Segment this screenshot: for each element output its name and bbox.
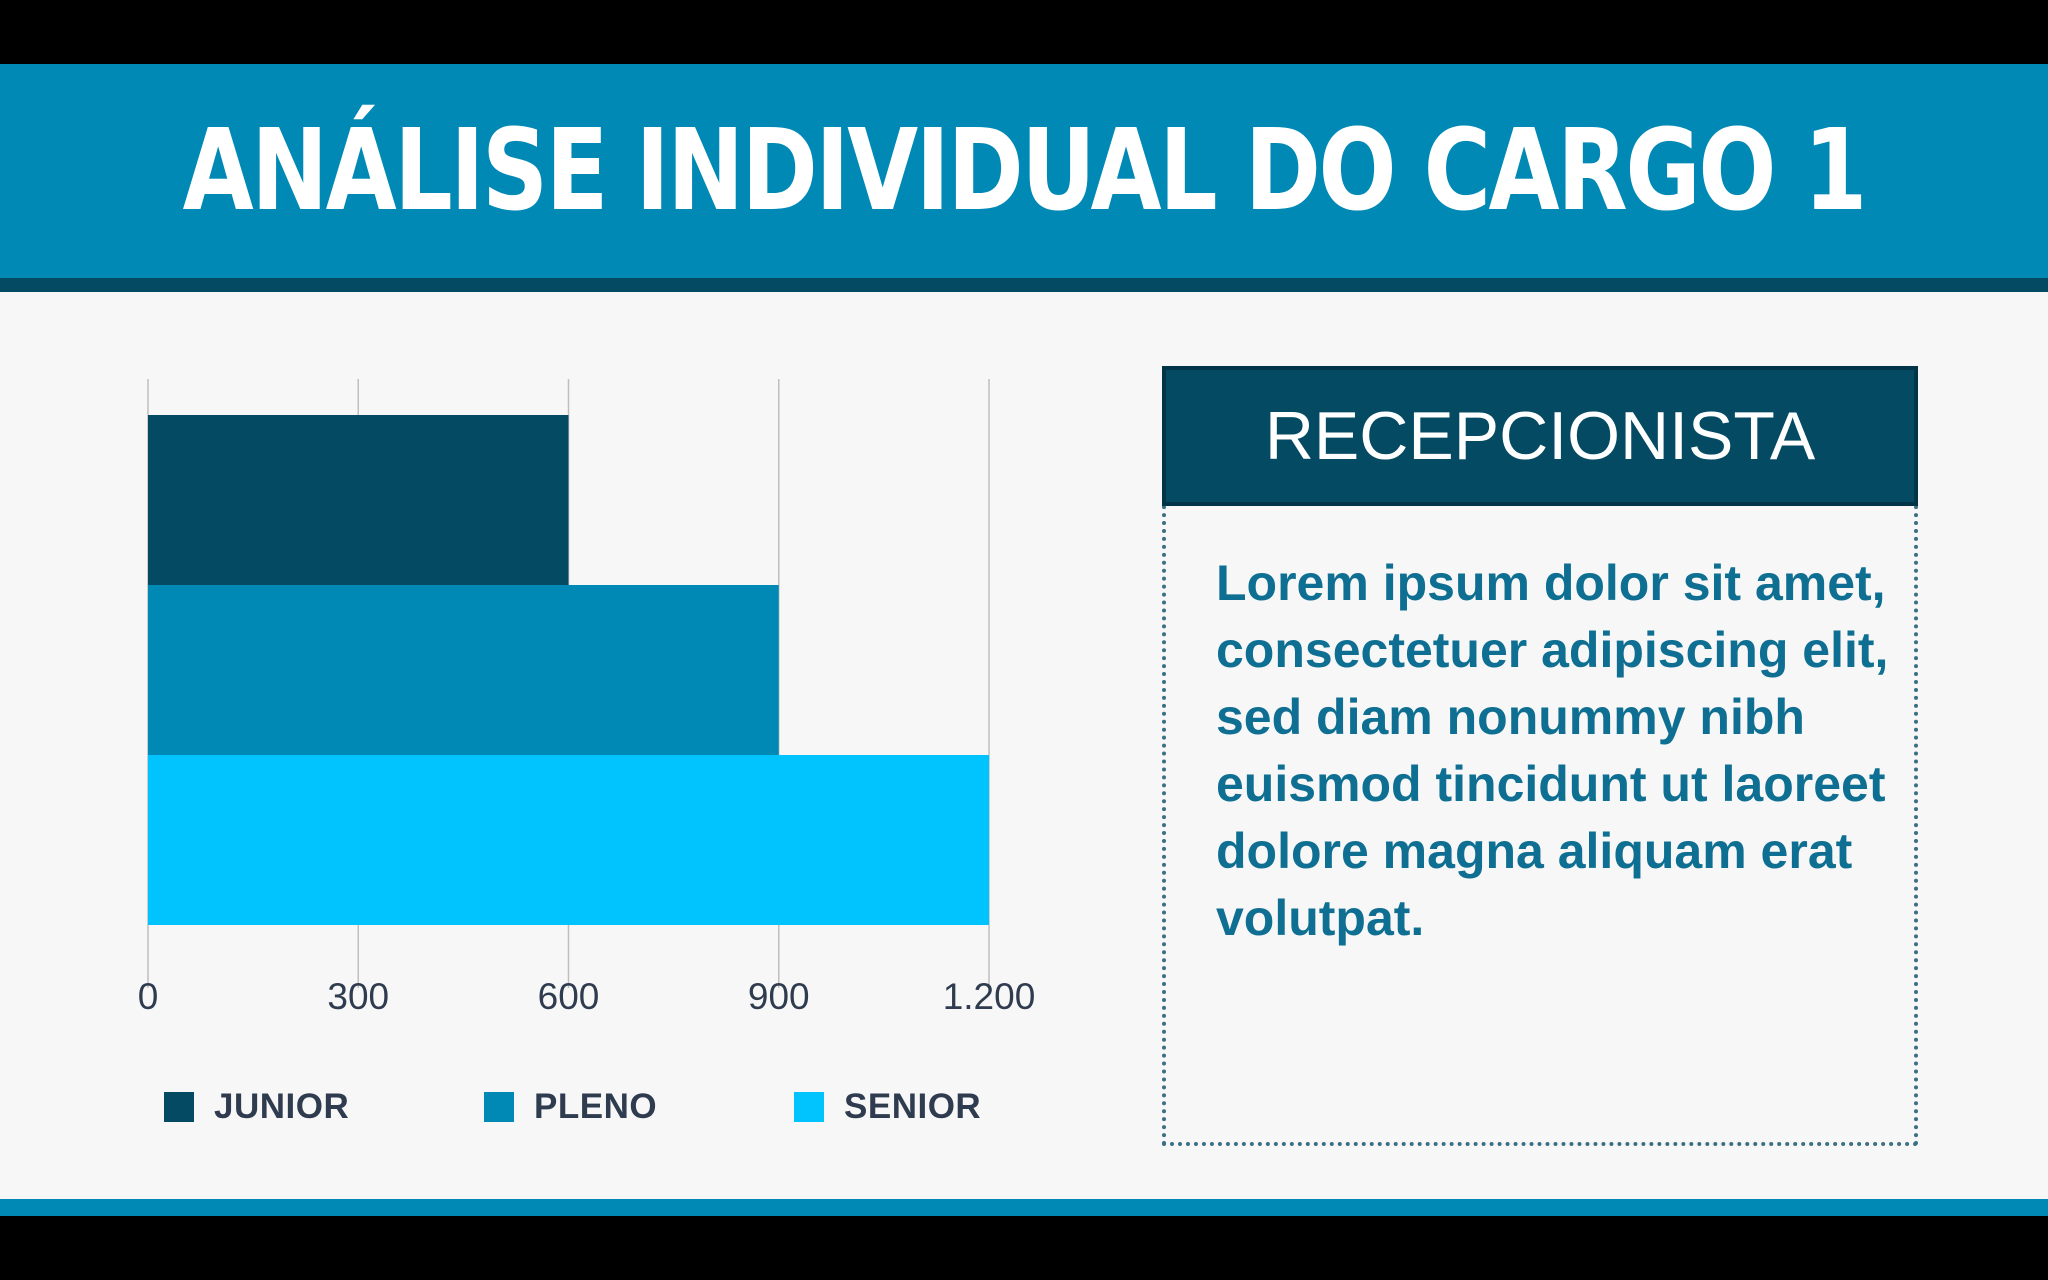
role-panel: RECEPCIONISTA Lorem ipsum dolor sit amet… — [1162, 366, 1918, 1146]
header-banner: ANÁLISE INDIVIDUAL DO CARGO 1 — [0, 64, 2048, 292]
legend-swatch — [484, 1092, 514, 1122]
footer-bar — [0, 1199, 2048, 1216]
legend-label: JUNIOR — [214, 1087, 350, 1126]
x-tick-label-1: 300 — [327, 976, 389, 1017]
legend-swatch — [164, 1092, 194, 1122]
x-tick-label-0: 0 — [138, 976, 159, 1017]
chart-legend: JUNIOR PLENO SENIOR — [164, 1087, 1064, 1126]
legend-item-pleno: PLENO — [484, 1087, 658, 1126]
slide: ANÁLISE INDIVIDUAL DO CARGO 1 0 300 600 900… — [0, 64, 2048, 1216]
legend-swatch — [794, 1092, 824, 1122]
x-tick-label-2: 600 — [538, 976, 600, 1017]
panel-title: RECEPCIONISTA — [1264, 398, 1816, 474]
legend-label: SENIOR — [844, 1087, 982, 1126]
bar-senior — [148, 755, 989, 925]
x-tick-label-4: 1.200 — [943, 976, 1036, 1017]
panel-description: Lorem ipsum dolor sit amet, consectetuer… — [1216, 555, 1889, 946]
bar-junior — [148, 415, 569, 585]
panel-header: RECEPCIONISTA — [1162, 366, 1918, 506]
chart-x-ticks: 0 300 600 900 1.200 — [138, 976, 1036, 1017]
chart-bars — [148, 415, 989, 925]
legend-item-senior: SENIOR — [794, 1087, 982, 1126]
x-tick-label-3: 900 — [748, 976, 810, 1017]
page-title: ANÁLISE INDIVIDUAL DO CARGO 1 — [182, 106, 1868, 236]
legend-item-junior: JUNIOR — [164, 1087, 350, 1126]
bar-pleno — [148, 585, 779, 755]
bar-chart: 0 300 600 900 1.200 — [138, 379, 1036, 1017]
legend-label: PLENO — [534, 1087, 658, 1126]
